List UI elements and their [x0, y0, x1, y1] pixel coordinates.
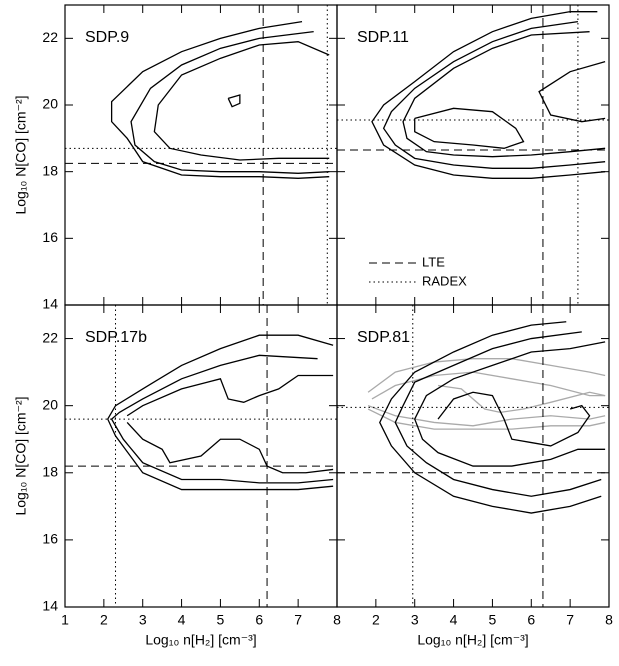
panel-title: SDP.17b [85, 329, 147, 346]
x-tick-label: 5 [217, 612, 225, 628]
contour-line [414, 107, 525, 149]
contour-line [227, 94, 241, 108]
contour-line [126, 374, 334, 417]
x-axis-label: Log₁₀ n[H₂] [cm⁻³] [417, 632, 528, 648]
y-tick-label: 18 [42, 463, 58, 479]
y-tick-label: 18 [42, 162, 58, 178]
contour-line [367, 358, 606, 393]
contour-line [538, 61, 606, 123]
legend-label: LTE [422, 254, 445, 269]
x-tick-label: 8 [605, 612, 613, 628]
contour-line [394, 331, 602, 497]
contour-line [379, 321, 602, 514]
y-axis-label: Log₁₀ N[CO] [cm⁻²] [13, 396, 29, 515]
plot-frame [336, 4, 610, 306]
x-tick-label: 6 [255, 612, 263, 628]
contour-line [110, 354, 334, 484]
contour-line [107, 334, 334, 491]
x-tick-label: 5 [489, 612, 497, 628]
contour-line [367, 408, 606, 430]
x-tick-label: 6 [527, 612, 535, 628]
y-tick-label: 14 [42, 598, 58, 614]
x-tick-label: 3 [411, 612, 419, 628]
x-tick-label: 4 [178, 612, 186, 628]
contour-line [367, 405, 606, 427]
plot-frame [336, 304, 610, 608]
x-tick-label: 1 [61, 612, 69, 628]
contour-line [402, 31, 606, 158]
x-tick-label: 3 [139, 612, 147, 628]
y-axis-label: Log₁₀ N[CO] [cm⁻²] [13, 95, 29, 214]
legend-label: RADEX [422, 273, 467, 288]
x-tick-label: 8 [333, 612, 341, 628]
y-tick-label: 20 [42, 396, 58, 412]
contour-line [110, 21, 330, 179]
y-tick-label: 16 [42, 531, 58, 547]
contour-line [371, 11, 606, 179]
contour-line [414, 341, 606, 467]
x-tick-label: 7 [566, 612, 574, 628]
contour-line [130, 31, 330, 174]
contour-line [382, 21, 606, 169]
contour-line [126, 422, 334, 474]
x-tick-label: 7 [294, 612, 302, 628]
x-axis-label: Log₁₀ n[H₂] [cm⁻³] [145, 632, 256, 648]
panel-title: SDP.11 [357, 29, 409, 46]
y-tick-label: 16 [42, 229, 58, 245]
contour-line [437, 391, 591, 447]
panel-title: SDP.9 [85, 29, 129, 46]
contour-line [437, 384, 606, 414]
x-tick-label: 2 [372, 612, 380, 628]
y-tick-label: 22 [42, 29, 58, 45]
x-tick-label: 4 [450, 612, 458, 628]
y-tick-label: 14 [42, 296, 58, 312]
x-tick-label: 2 [100, 612, 108, 628]
contour-line [153, 41, 330, 161]
y-tick-label: 20 [42, 96, 58, 112]
panel-title: SDP.81 [357, 329, 410, 346]
y-tick-label: 22 [42, 329, 58, 345]
